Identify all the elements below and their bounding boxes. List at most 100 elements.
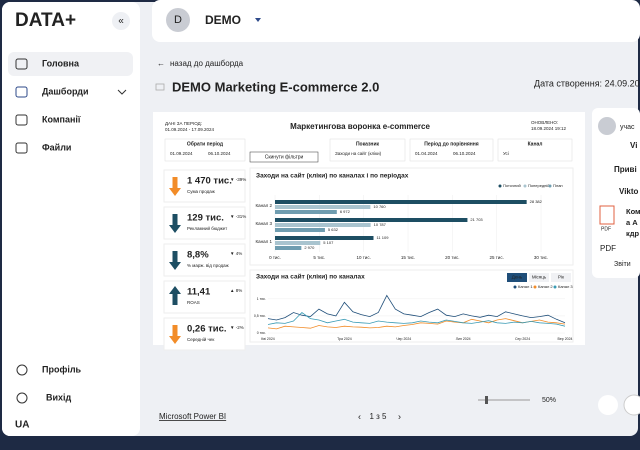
tab: Vi xyxy=(630,141,637,150)
nav-item[interactable]: Головна xyxy=(42,58,80,68)
kpi-value: 8,8% xyxy=(187,250,209,261)
filter-label: Показник xyxy=(356,141,380,147)
page-title: DEMO Marketing E-commerce 2.0 xyxy=(172,79,379,94)
filter-value[interactable]: 01.04.2024 xyxy=(415,151,438,156)
collapse-icon: « xyxy=(118,16,124,27)
pdf-badge: PDF xyxy=(601,226,611,232)
back-link[interactable]: назад до дашборда xyxy=(170,59,244,68)
legend-marker xyxy=(548,184,552,188)
x-tick-label: 25 тис. xyxy=(489,255,503,260)
kpi-label: ROAS xyxy=(187,300,200,305)
filter-box xyxy=(409,138,494,162)
filter-value[interactable]: Заходи на сайт (кліки) xyxy=(335,150,382,156)
legend-label: Поточний xyxy=(503,183,521,188)
org-name[interactable]: DEMO xyxy=(205,13,241,27)
logo: DATA+ xyxy=(15,10,76,31)
nav-item[interactable]: Профіль xyxy=(42,364,82,374)
bar-value-label: 21 703 xyxy=(470,217,483,222)
x-tick-label: 10 тис. xyxy=(356,255,370,260)
nav-item[interactable]: Вихід xyxy=(46,392,72,402)
kpi-arrow xyxy=(169,325,181,344)
prev-page[interactable]: ‹ xyxy=(358,411,361,421)
updated: 18.09.2024 19:12 xyxy=(531,126,567,131)
bar-value-label: 6 972 xyxy=(340,209,351,214)
avatar xyxy=(166,8,190,32)
kpi-arrow xyxy=(169,214,181,233)
bar xyxy=(275,246,302,250)
greeting: Приві xyxy=(614,165,637,174)
nav: Головна Дашборди Компанії Файли Профіль Вихід… xyxy=(15,58,127,431)
nav-icon xyxy=(16,392,28,404)
x-tick-label: 0 тис. xyxy=(269,255,281,260)
powerbi-link[interactable]: Microsoft Power BI xyxy=(159,412,226,421)
kpi-delta: ▼ 4% xyxy=(230,251,242,256)
doc-title: кдр xyxy=(626,229,640,238)
period-label: ДАНІ ЗА ПЕРІОД: xyxy=(165,121,202,126)
side-content: учас Vi Приві Vikto PDF Ком а А кдр PDF Звіти xyxy=(598,117,640,268)
nav-item[interactable]: Файли xyxy=(42,142,71,152)
nav-icon xyxy=(16,364,28,376)
x-tick-label: 30 тис. xyxy=(534,255,548,260)
x-tick-label: Кві 2024 xyxy=(261,337,274,341)
period-button[interactable] xyxy=(529,273,549,282)
nav-icon xyxy=(15,58,28,70)
nav-item[interactable]: Дашборди xyxy=(42,86,89,96)
bar xyxy=(275,210,337,214)
bar xyxy=(275,236,374,240)
bar-value-label: 10 760 xyxy=(373,204,386,209)
filter-value[interactable]: 01.09.2024 xyxy=(170,151,193,156)
reset-button[interactable] xyxy=(249,151,319,163)
back-arrow[interactable]: ← xyxy=(157,59,165,68)
legend-marker xyxy=(498,184,502,188)
report-content: ДАНІ ЗА ПЕРІОД:01.09.2024 - 17.09.2024 Ма… xyxy=(163,120,574,351)
kpi-arrow xyxy=(169,286,181,305)
nav-item[interactable]: Компанії xyxy=(42,114,81,124)
updated-label: ОНОВЛЕНО: xyxy=(531,120,558,125)
filter-label: Обрати період xyxy=(187,140,224,147)
filter-value[interactable]: 06.10.2024 xyxy=(208,151,231,156)
more-button[interactable] xyxy=(623,394,640,416)
kpi-value: 11,41 xyxy=(187,287,211,298)
org-dropdown[interactable] xyxy=(255,18,261,22)
doc-title: а А xyxy=(626,218,638,227)
y-tick-label: 0 тис. xyxy=(257,331,266,335)
nav-icon xyxy=(15,86,28,98)
nav-chevron xyxy=(117,89,127,95)
zoom-thumb[interactable] xyxy=(485,396,488,404)
period-button[interactable] xyxy=(551,273,571,282)
period-button[interactable] xyxy=(507,273,527,282)
legend-label: Попередній xyxy=(528,183,550,188)
next-page[interactable]: › xyxy=(398,411,401,421)
reports-link[interactable]: Звіти xyxy=(614,260,631,268)
period-button-label: День xyxy=(512,275,523,280)
kpi-delta: ▼ -2% xyxy=(230,325,244,330)
bar xyxy=(275,223,371,227)
bar xyxy=(275,200,527,204)
attach-button[interactable] xyxy=(598,395,618,415)
kpi-label: Сума продаж xyxy=(187,189,215,194)
kpi-delta: ▲ 8% xyxy=(230,288,242,293)
sidebar xyxy=(2,2,140,436)
bar-value-label: 28 382 xyxy=(530,199,543,204)
x-tick-label: Лип 2024 xyxy=(456,337,471,341)
y-tick-label: 0,5 тис. xyxy=(254,314,266,318)
pager: 1 з 5 xyxy=(369,412,387,421)
pdf-icon xyxy=(599,205,615,225)
filter-value[interactable]: Усі xyxy=(503,151,509,156)
collapse-button[interactable] xyxy=(112,12,130,30)
user-name: Vikto xyxy=(619,187,639,196)
doc-title: Ком xyxy=(626,207,640,216)
report-title: Маркетингова воронка e-commerce xyxy=(290,122,430,131)
language[interactable]: UA xyxy=(15,420,29,431)
x-tick-label: Вер 2024 xyxy=(558,337,573,341)
filter-value[interactable]: 06.10.2024 xyxy=(453,151,476,156)
bar-value-label: 2 970 xyxy=(304,245,315,250)
nav-active-bg xyxy=(8,52,133,76)
kpi-arrow xyxy=(169,251,181,270)
x-tick-label: 15 тис. xyxy=(401,255,415,260)
user-label: учас xyxy=(620,124,635,131)
bar xyxy=(275,228,325,232)
pdf-label: PDF xyxy=(600,244,616,253)
avatar-letter: D xyxy=(174,14,182,26)
